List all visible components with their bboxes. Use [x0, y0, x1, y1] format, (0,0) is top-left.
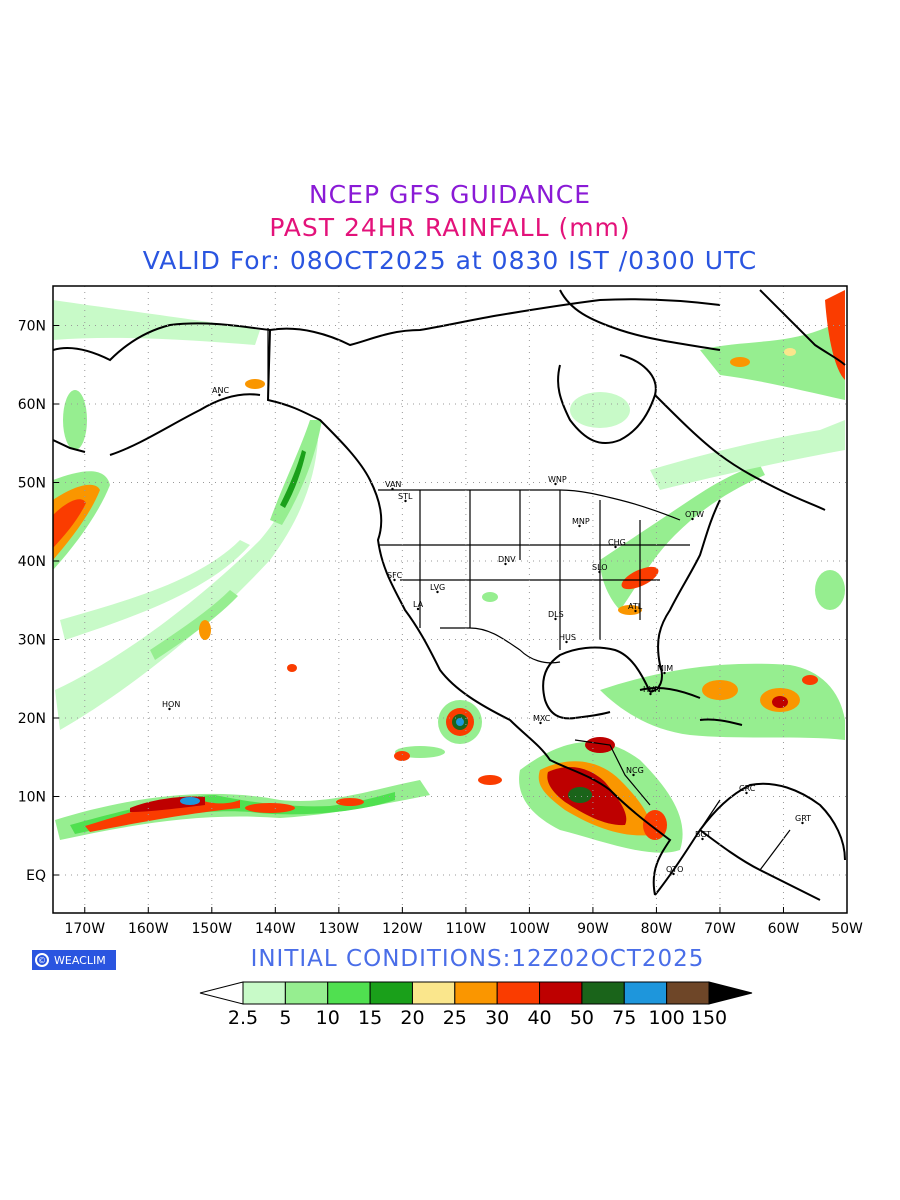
lat-label: 40N [18, 554, 46, 570]
map-content [53, 286, 847, 913]
station-label: NCG [626, 766, 644, 775]
lat-label: 20N [18, 711, 46, 727]
lon-label: 60W [768, 921, 800, 937]
lon-label: 50W [831, 921, 863, 937]
coastlines [53, 289, 846, 901]
station-label: LVG [430, 583, 445, 592]
station-label: VAN [385, 480, 401, 489]
weaclim-logo: © WEACLIM [32, 950, 116, 970]
lat-label: 70N [18, 319, 46, 335]
lon-label: 120W [382, 921, 423, 937]
station-label: DNV [498, 555, 516, 564]
station-dot [578, 524, 581, 528]
station-label: BGT [695, 830, 711, 839]
map-frame [52, 285, 848, 914]
station-dot [632, 773, 635, 777]
station-dot [416, 607, 420, 611]
station-dot [598, 570, 601, 574]
station-dot [539, 721, 542, 725]
station-dot [663, 671, 666, 675]
station-dot [691, 517, 694, 521]
station-dot [168, 707, 171, 711]
station-label: WNP [548, 475, 567, 484]
lon-label: 90W [577, 921, 609, 937]
title-model: NCEP GFS GUIDANCE [308, 180, 591, 209]
station-dot [672, 872, 675, 876]
initial-conditions: INITIAL CONDITIONS:12Z02OCT2025 [250, 946, 705, 972]
station-label: HVN [643, 685, 660, 694]
station-label: CHG [608, 538, 626, 547]
station-dot [565, 640, 568, 644]
station-dot [218, 393, 221, 397]
lat-label: 60N [18, 397, 46, 413]
station-dot [634, 609, 637, 613]
lon-label: 160W [128, 921, 169, 937]
lon-label: 110W [446, 921, 487, 937]
station-label: MXC [533, 714, 551, 723]
station-label: STL [398, 492, 413, 501]
station-label: DLS [548, 610, 564, 619]
station-dot [436, 590, 439, 594]
station-dot [554, 617, 557, 621]
lat-label: 10N [18, 790, 46, 806]
lat-label: EQ [26, 868, 46, 884]
station-label: ANC [212, 386, 229, 395]
station-dot [745, 791, 748, 795]
station-label: SLO [592, 563, 608, 572]
station-label: QTO [666, 865, 683, 874]
station-label: MNP [572, 517, 590, 526]
station-dot [391, 487, 394, 491]
station-dot [801, 821, 804, 825]
lon-label: 130W [319, 921, 360, 937]
lon-label: 170W [64, 921, 105, 937]
lon-label: 140W [255, 921, 296, 937]
graticule [53, 286, 847, 913]
longitude-labels: 170W 160W 150W 140W 130W 120W 110W 100W 90W 80W 70… [64, 921, 863, 937]
station-label: HON [162, 700, 180, 709]
station-label: LA [413, 600, 424, 609]
station-dot [504, 562, 507, 566]
station-labels: ANC VAN STL WNP MNP OTW CHG SLO DNV SFC LVG LA DLS AT… [162, 386, 811, 876]
station-dot [554, 482, 557, 486]
station-dot [614, 545, 617, 549]
lon-label: 100W [509, 921, 550, 937]
title-variable: PAST 24HR RAINFALL (mm) [269, 213, 631, 242]
lon-label: 70W [704, 921, 736, 937]
station-label: HUS [559, 633, 576, 642]
station-dot [393, 578, 396, 582]
station-dot [649, 692, 652, 696]
station-label: OTW [685, 510, 704, 519]
latitude-labels: 70N 60N 50N 40N 30N 20N 10N EQ [18, 319, 46, 885]
lat-label: 50N [18, 476, 46, 492]
copyright-icon: © [35, 953, 49, 967]
station-label: CRC [739, 784, 756, 793]
lon-label: 150W [192, 921, 233, 937]
axis-ticks [53, 325, 848, 913]
station-label: MIM [657, 664, 673, 673]
title-valid-time: VALID For: 08OCT2025 at 0830 IST /0300 U… [142, 246, 758, 275]
rainfall-shading [53, 290, 845, 853]
weaclim-logo-text: WEACLIM [54, 953, 106, 967]
station-dot [701, 837, 704, 841]
station-label: GRT [795, 814, 811, 823]
lon-label: 80W [641, 921, 673, 937]
lat-label: 30N [18, 633, 46, 649]
station-dot [404, 499, 407, 503]
station-label: SFC [387, 571, 403, 580]
station-label: ATL [628, 602, 643, 611]
